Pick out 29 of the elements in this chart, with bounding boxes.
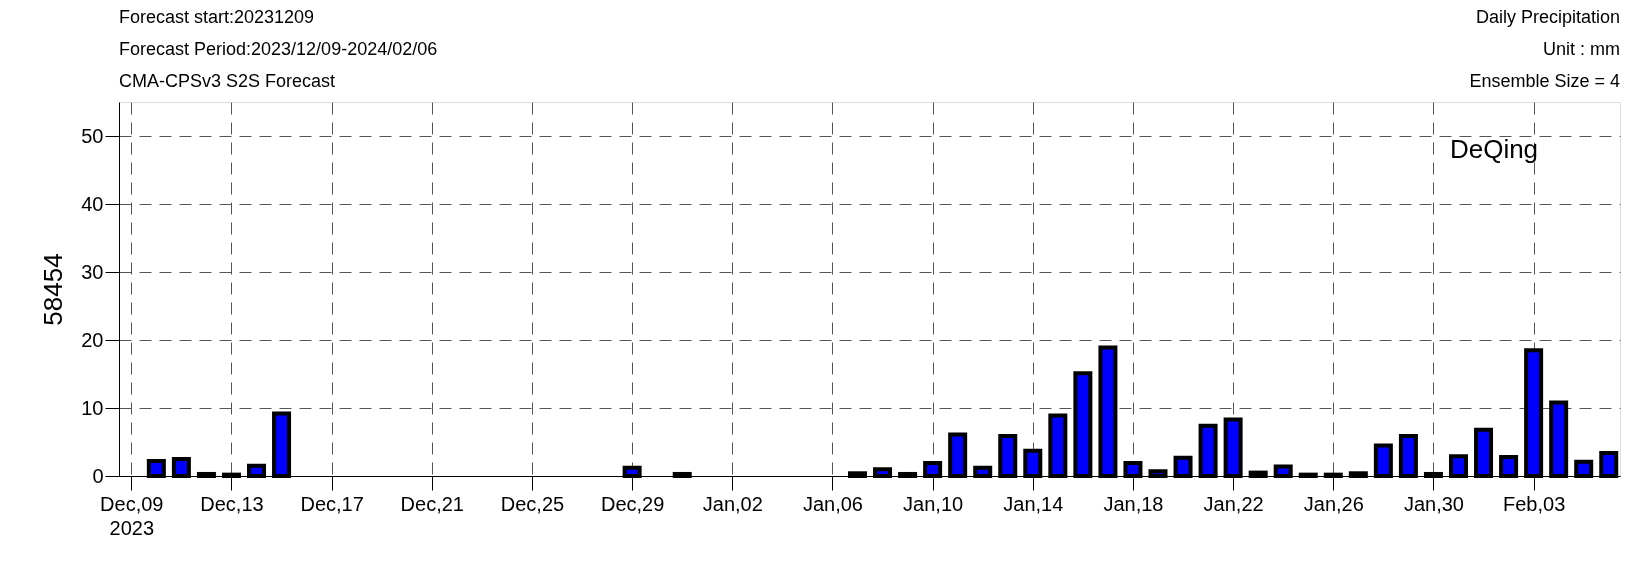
text: CMA-CPSv3 S2S Forecast <box>119 71 336 91</box>
x-tick-label: Dec,21 <box>400 492 464 515</box>
x-tick-label: Dec,29 <box>600 492 665 515</box>
y-tick-label: 20 <box>81 328 104 351</box>
x-tick-label: Jan,26 <box>1303 492 1364 515</box>
text: Ensemble Size = 4 <box>1469 71 1620 91</box>
y-tick-label: 50 <box>81 124 104 147</box>
x-tick-label: Jan,22 <box>1203 492 1264 515</box>
x-tick-label: Dec,13 <box>200 492 264 515</box>
y-axis-title: 58454 <box>38 253 69 326</box>
x-tick-label: Jan,30 <box>1403 492 1464 515</box>
annotation: DeQing <box>1449 134 1539 164</box>
text: Unit : mm <box>1542 39 1620 59</box>
x-tick-label: Dec,17 <box>300 492 364 515</box>
x-tick-label: Jan,02 <box>702 492 763 515</box>
text: Daily Precipitation <box>1475 7 1620 27</box>
x-tick-label: Jan,06 <box>802 492 863 515</box>
x-tick-label: Dec,09 2023 <box>100 492 164 539</box>
y-tick-label: 0 <box>92 464 104 487</box>
text: Forecast start:20231209 <box>119 7 315 27</box>
x-tick-label: Feb,03 <box>1502 492 1566 515</box>
y-tick-label: 40 <box>81 192 104 215</box>
x-tick-label: Jan,10 <box>903 492 964 515</box>
x-tick-label: Jan,14 <box>1003 492 1064 515</box>
y-tick-label: 30 <box>81 260 104 283</box>
x-tick-label: Jan,18 <box>1103 492 1164 515</box>
y-tick-label: 10 <box>81 396 104 419</box>
x-tick-label: Dec,25 <box>500 492 565 515</box>
text: Forecast Period:2023/12/09-2024/02/06 <box>119 39 438 59</box>
